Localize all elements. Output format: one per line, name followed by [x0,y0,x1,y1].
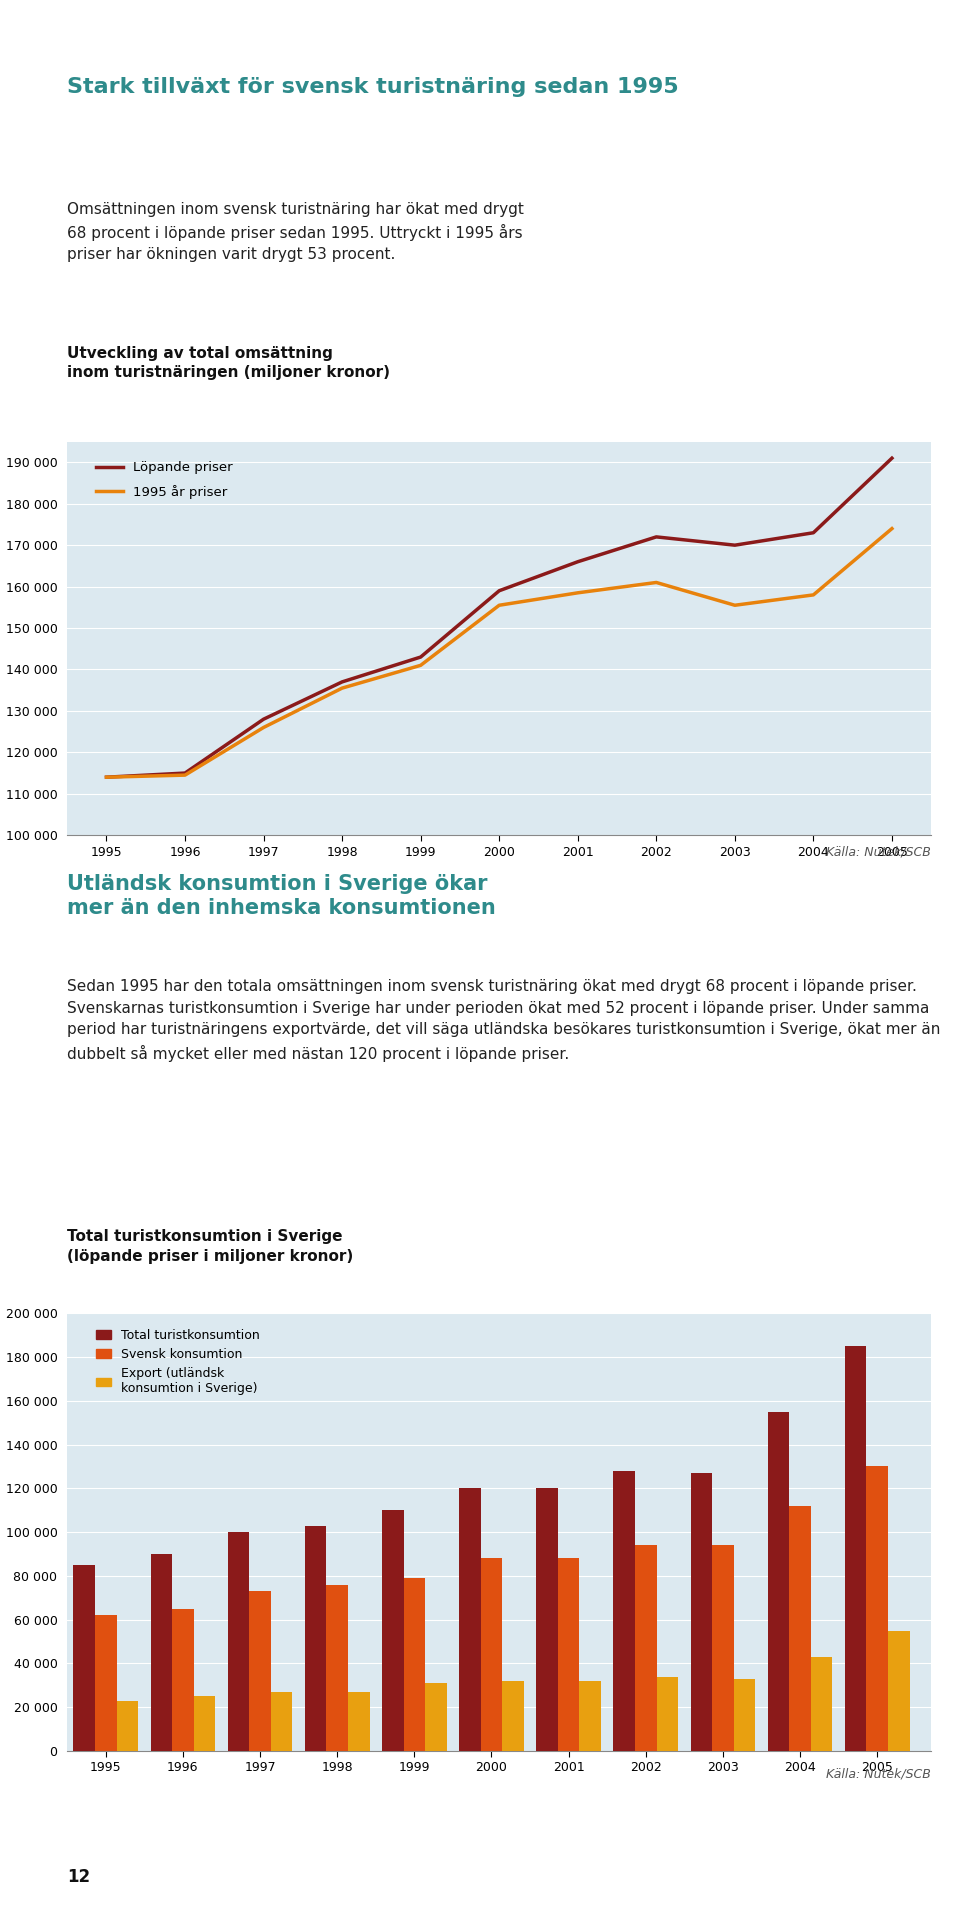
Text: Källa: Nutek/SCB: Källa: Nutek/SCB [827,847,931,858]
Bar [271,1692,293,1751]
Bar [712,1546,733,1751]
Bar [194,1697,215,1751]
Bar [768,1411,789,1751]
Bar [613,1471,635,1751]
Text: Total turistkonsumtion i Sverige
(löpande priser i miljoner kronor): Total turistkonsumtion i Sverige (löpand… [67,1229,353,1263]
Bar [789,1505,811,1751]
Text: TURISTNÄRINGENS EKONOMI: TURISTNÄRINGENS EKONOMI [38,27,266,42]
Text: Utländsk konsumtion i Sverige ökar
mer än den inhemska konsumtionen: Utländsk konsumtion i Sverige ökar mer ä… [67,874,496,918]
Text: Sedan 1995 har den totala omsättningen inom svensk turistnäring ökat med drygt 6: Sedan 1995 har den totala omsättningen i… [67,979,941,1062]
Bar [95,1615,116,1751]
Bar [382,1511,403,1751]
Bar [537,1488,558,1751]
Bar [348,1692,370,1751]
Text: Stark tillväxt för svensk turistnäring sedan 1995: Stark tillväxt för svensk turistnäring s… [67,77,679,96]
Text: Utveckling av total omsättning
inom turistnäringen (miljoner kronor): Utveckling av total omsättning inom turi… [67,346,390,380]
Bar [116,1701,138,1751]
Bar [172,1609,194,1751]
Bar [690,1473,712,1751]
Legend: Total turistkonsumtion, Svensk konsumtion, Export (utländsk
konsumtion i Sverige: Total turistkonsumtion, Svensk konsumtio… [91,1325,265,1400]
Bar [151,1553,172,1751]
Bar [888,1630,909,1751]
Bar [845,1346,867,1751]
Bar [502,1682,524,1751]
Bar [580,1682,601,1751]
Bar [305,1526,326,1751]
Bar [481,1559,502,1751]
Bar [459,1488,481,1751]
Legend: Löpande priser, 1995 år priser: Löpande priser, 1995 år priser [91,457,238,505]
Bar [73,1565,95,1751]
Bar [425,1684,446,1751]
Bar [403,1578,425,1751]
Bar [250,1592,271,1751]
Bar [635,1546,657,1751]
Text: 12: 12 [67,1868,90,1885]
Bar [326,1584,348,1751]
Bar [733,1678,756,1751]
Bar [228,1532,250,1751]
Bar [867,1467,888,1751]
Text: Källa: Nutek/SCB: Källa: Nutek/SCB [827,1768,931,1780]
Bar [811,1657,832,1751]
Bar [558,1559,580,1751]
Bar [657,1676,678,1751]
Text: Omsättningen inom svensk turistnäring har ökat med drygt
68 procent i löpande pr: Omsättningen inom svensk turistnäring ha… [67,202,524,261]
